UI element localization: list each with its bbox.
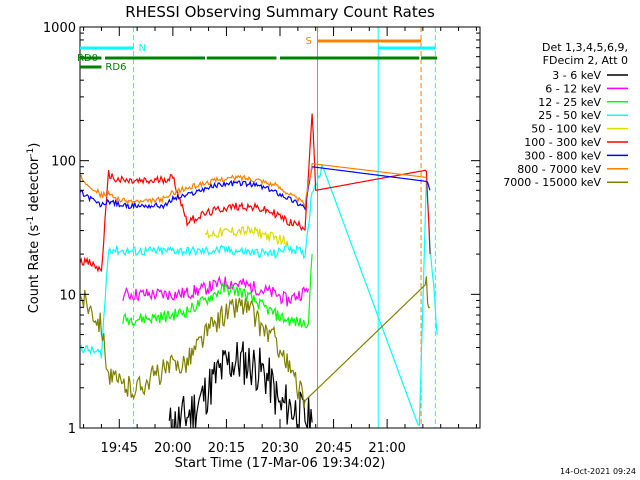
series-line-6 bbox=[80, 113, 431, 273]
x-axis-title: Start Time (17-Mar-06 19:34:02) bbox=[175, 456, 386, 471]
plot-area bbox=[80, 27, 438, 428]
flag-bars: N S RD0 RD6 bbox=[77, 36, 438, 73]
legend-label-4: 25 - 50 keV bbox=[538, 109, 601, 122]
series-line-9 bbox=[80, 276, 431, 408]
series-line-5 bbox=[204, 225, 288, 247]
y-axis-title-part1: Count Rate (s bbox=[27, 225, 42, 314]
x-tick-label-1: 20:00 bbox=[154, 441, 191, 456]
series-line-8 bbox=[80, 162, 427, 208]
legend-label-5: 50 - 100 keV bbox=[531, 123, 601, 136]
series-line-7 bbox=[80, 166, 431, 211]
legend-label-1: 3 - 6 keV bbox=[552, 69, 601, 82]
series-line-4 bbox=[80, 163, 438, 427]
flag-n-label: N bbox=[139, 43, 146, 54]
y-tick-label-1: 10 bbox=[59, 288, 76, 303]
flag-rd0-label: RD0 bbox=[77, 53, 98, 64]
y-tick-label-2: 100 bbox=[51, 155, 76, 170]
x-tick-label-4: 20:45 bbox=[315, 441, 352, 456]
legend-header-line1: Det 1,3,4,5,6,9, bbox=[542, 41, 628, 54]
chart-title: RHESSI Observing Summary Count Rates bbox=[125, 3, 435, 21]
y-axis-title-sup2: -1 bbox=[26, 148, 36, 157]
series-line-2 bbox=[122, 275, 310, 307]
series-line-3 bbox=[122, 254, 313, 329]
flag-rd6-label: RD6 bbox=[105, 62, 126, 73]
x-tick-label-5: 21:00 bbox=[368, 441, 405, 456]
legend-header-line2: FDecim 2, Att 0 bbox=[543, 54, 628, 67]
legend-label-8: 800 - 7000 keV bbox=[517, 163, 601, 176]
y-axis-title: Count Rate (s-1 detector-1) bbox=[26, 143, 42, 314]
x-tick-label-2: 20:15 bbox=[208, 441, 245, 456]
y-axis-title-sup1: -1 bbox=[26, 216, 36, 225]
legend-label-2: 6 - 12 keV bbox=[545, 82, 601, 95]
legend-label-7: 300 - 800 keV bbox=[524, 149, 601, 162]
y-tick-label-0: 1 bbox=[68, 422, 76, 437]
x-tick-label-3: 20:30 bbox=[261, 441, 298, 456]
legend: Det 1,3,4,5,6,9, FDecim 2, Att 0 3 - 6 k… bbox=[503, 41, 628, 189]
flag-s-label: S bbox=[306, 36, 312, 47]
legend-label-6: 100 - 300 keV bbox=[524, 136, 601, 149]
x-axis-ticks: 19:45 20:00 20:15 20:30 20:45 21:00 bbox=[83, 27, 477, 456]
legend-label-3: 12 - 25 keV bbox=[538, 96, 601, 109]
series-line-1 bbox=[168, 341, 313, 428]
y-axis-title-part2: detector bbox=[27, 156, 42, 216]
x-tick-label-0: 19:45 bbox=[101, 441, 138, 456]
y-axis-title-part3: ) bbox=[27, 143, 42, 148]
legend-label-9: 7000 - 15000 keV bbox=[503, 176, 601, 189]
y-tick-label-3: 1000 bbox=[43, 21, 76, 36]
y-axis-ticks: 1 10 100 1000 bbox=[43, 21, 480, 437]
timestamp: 14-Oct-2021 09:24 bbox=[560, 467, 636, 476]
